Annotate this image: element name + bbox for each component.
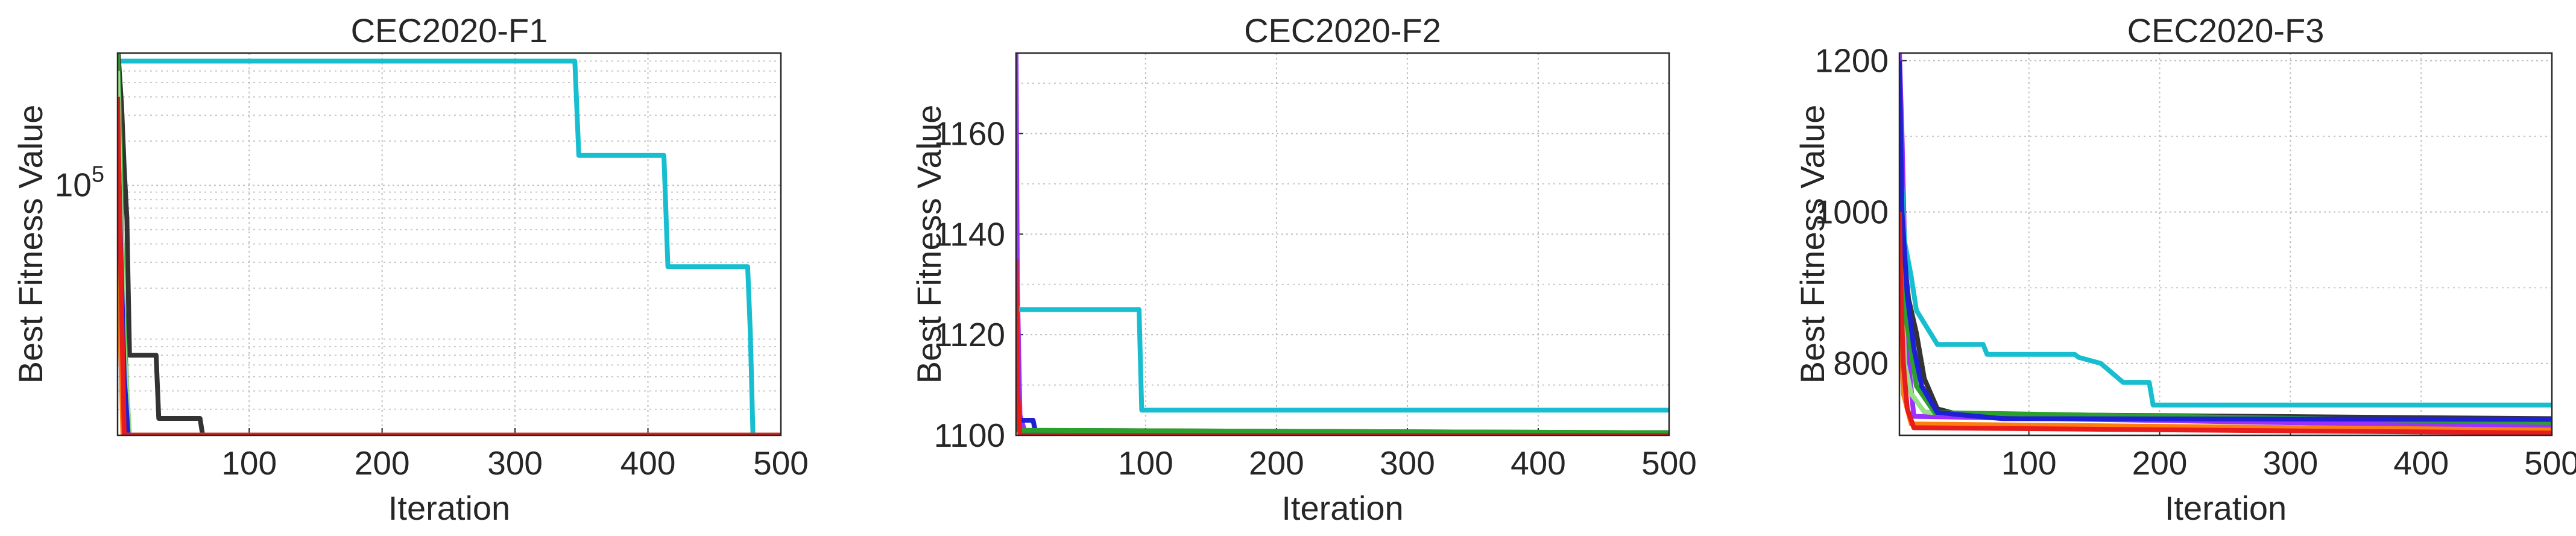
x-tick-label: 300	[1380, 444, 1435, 482]
chart-panel-3: 100 200 300 400 500 800 1000 1200 CEC2020-F3 Iter…	[1793, 11, 2576, 527]
plot-area-frame	[116, 52, 782, 437]
series-line-8	[1899, 212, 2552, 435]
series-line-1	[1016, 53, 1669, 435]
series-line-1	[118, 58, 781, 435]
series-line-6	[1899, 60, 2552, 422]
series-line-5	[118, 115, 781, 435]
x-tick-label: 500	[2524, 444, 2576, 482]
y-tick-label: 105	[55, 162, 104, 203]
series-line-5	[1899, 212, 2552, 425]
y-tick-label: 1100	[934, 417, 1005, 454]
y-tick-label: 1000	[1815, 194, 1889, 231]
y-tick-label: 1120	[934, 316, 1005, 353]
x-tick-label: 300	[2262, 444, 2318, 482]
series-line-2	[118, 53, 781, 435]
plot-area-frame	[1898, 52, 2553, 437]
y-axis-label: Best Fitness Value	[1793, 105, 1831, 384]
chart-title: CEC2020-F2	[1244, 11, 1441, 49]
series-line-5	[1016, 359, 1669, 435]
series-line-4	[118, 71, 781, 435]
y-tick-label: 1160	[934, 115, 1005, 152]
y-tick-label: 800	[1833, 345, 1889, 382]
series-line-6	[118, 185, 781, 435]
series-line-3	[1016, 344, 1669, 435]
x-axis-label: Iteration	[1281, 489, 1403, 527]
x-tick-label: 400	[1511, 444, 1566, 482]
x-tick-label: 200	[355, 444, 410, 482]
chart-title: CEC2020-F3	[2127, 11, 2325, 49]
chart-title: CEC2020-F1	[351, 11, 548, 49]
x-tick-label: 500	[753, 444, 809, 482]
x-tick-label: 200	[2132, 444, 2188, 482]
x-tick-label: 100	[221, 444, 277, 482]
y-axis-label: Best Fitness Value	[11, 105, 49, 384]
chart-panel-1: 100 200 300 400 500 105 CEC2020-F1 Iteration Bes…	[11, 11, 809, 527]
x-tick-label: 300	[487, 444, 543, 482]
x-tick-label: 100	[1118, 444, 1173, 482]
x-tick-label: 500	[1641, 444, 1697, 482]
x-tick-label: 400	[620, 444, 676, 482]
x-tick-label: 200	[1249, 444, 1304, 482]
x-tick-label: 100	[2001, 444, 2057, 482]
plot-area-frame	[1015, 52, 1670, 437]
series-line-3	[1899, 212, 2552, 422]
series-line-7	[1899, 288, 2552, 433]
x-tick-label: 400	[2393, 444, 2449, 482]
y-tick-label: 1200	[1815, 42, 1889, 80]
series-line-2	[1899, 136, 2552, 408]
y-axis-label: Best Fitness Value	[910, 105, 948, 384]
x-axis-label: Iteration	[388, 489, 510, 527]
series-line-4	[1899, 174, 2552, 421]
series-line-2	[1016, 303, 1669, 413]
series-line-1	[1899, 53, 2552, 430]
x-axis-label: Iteration	[2165, 489, 2287, 527]
chart-panel-2: 100 200 300 400 500 1100 1120 1140 1160 CEC2020-F…	[910, 11, 1697, 527]
y-tick-label: 1140	[934, 215, 1005, 253]
